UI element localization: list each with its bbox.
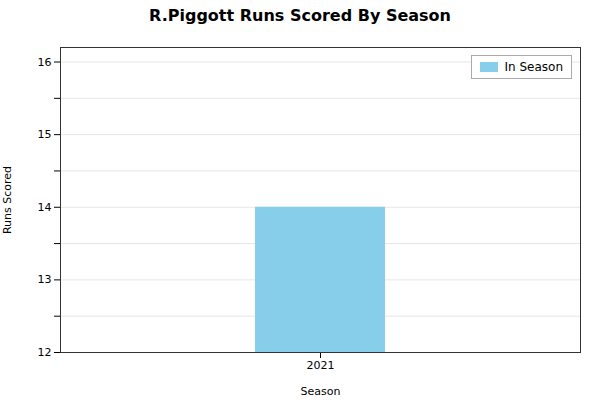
- svg-text:15: 15: [38, 128, 52, 141]
- html-text:In Season: In Season: [504, 60, 563, 74]
- svg-text:Season: Season: [301, 385, 341, 398]
- svg-text:Runs Scored: Runs Scored: [1, 166, 14, 234]
- svg-text:13: 13: [38, 273, 52, 286]
- html-text:R.Piggott Runs Scored By Seaso: R.Piggott Runs Scored By Season: [149, 6, 451, 25]
- svg-text:12: 12: [38, 346, 52, 359]
- svg-text:14: 14: [38, 201, 52, 214]
- svg-text:16: 16: [38, 56, 52, 69]
- svg-text:2021: 2021: [307, 359, 335, 372]
